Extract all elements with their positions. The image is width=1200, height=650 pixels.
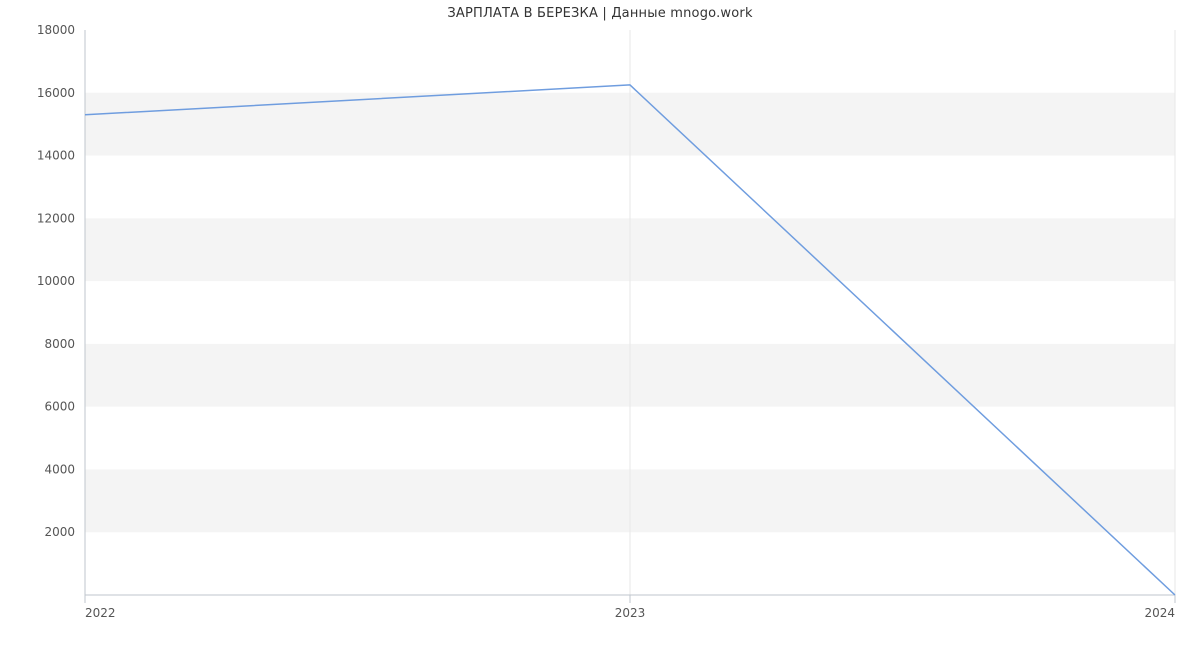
- y-tick-label: 2000: [44, 525, 75, 539]
- y-tick-label: 12000: [37, 211, 75, 225]
- y-tick-label: 14000: [37, 149, 75, 163]
- y-tick-label: 10000: [37, 274, 75, 288]
- y-tick-label: 16000: [37, 86, 75, 100]
- salary-line-chart: ЗАРПЛАТА В БЕРЕЗКА | Данные mnogo.work 2…: [0, 0, 1200, 650]
- y-tick-label: 18000: [37, 23, 75, 37]
- y-tick-label: 4000: [44, 462, 75, 476]
- x-tick-label: 2024: [1144, 606, 1175, 620]
- x-tick-label: 2022: [85, 606, 116, 620]
- chart-svg: 2000 4000 6000 8000 10000 12000 14000 16000 1800…: [0, 0, 1200, 650]
- y-tick-label: 8000: [44, 337, 75, 351]
- x-tick-label: 2023: [615, 606, 646, 620]
- y-tick-label: 6000: [44, 400, 75, 414]
